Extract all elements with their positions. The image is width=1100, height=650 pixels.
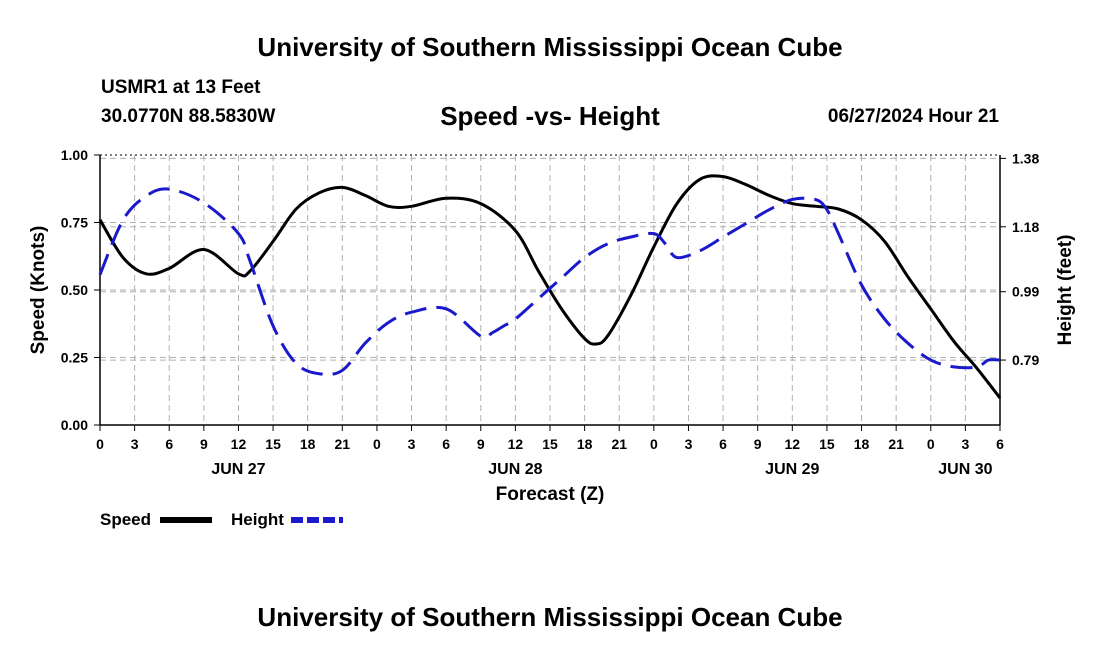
x-tick-label: 3	[961, 436, 969, 452]
y-axis-label: Speed (Knots)	[28, 226, 49, 355]
x-tick-label: 18	[300, 436, 316, 452]
x-tick-label: 0	[650, 436, 658, 452]
series-line-height	[98, 187, 1001, 377]
x-tick-label: 0	[927, 436, 935, 452]
y-tick-label: 0.50	[61, 282, 88, 298]
y-tick-label: 1.00	[61, 147, 88, 163]
series	[98, 174, 1002, 399]
x-tick-label: 6	[165, 436, 173, 452]
y2-tick-label: 0.79	[1012, 352, 1039, 368]
x-tick-label: 12	[785, 436, 801, 452]
x-tick-label: 0	[96, 436, 104, 452]
page-title: University of Southern Mississippi Ocean…	[257, 32, 843, 62]
date-label: JUN 30	[938, 461, 992, 478]
chart-title: Speed -vs- Height	[440, 101, 660, 131]
x-tick-label: 15	[542, 436, 558, 452]
x-tick-label: 9	[477, 436, 485, 452]
x-tick-label: 21	[611, 436, 627, 452]
y-tick-label: 0.00	[61, 417, 88, 433]
x-tick-label: 3	[131, 436, 139, 452]
y2-tick-label: 0.99	[1012, 284, 1039, 300]
x-tick-label: 15	[265, 436, 281, 452]
x-tick-label: 6	[442, 436, 450, 452]
grid	[100, 154, 1000, 425]
x-tick-label: 15	[819, 436, 835, 452]
x-tick-label: 21	[335, 436, 351, 452]
x-tick-label: 3	[685, 436, 693, 452]
axes	[94, 154, 1006, 431]
series-line-speed	[98, 174, 1002, 399]
axis-labels: 0 3 6 9 12 15 18 21 0 3 6 9 12 15 18 21 0 3 6 9 12 15 18 21 0 3 6J…	[28, 147, 1076, 505]
legend-label-height: Height	[231, 510, 284, 529]
y-tick-label: 0.25	[61, 350, 88, 366]
x-tick-label: 6	[996, 436, 1004, 452]
y2-axis-label: Height (feet)	[1055, 235, 1076, 346]
y-tick-label: 0.75	[61, 215, 88, 231]
legend-label-speed: Speed	[100, 510, 151, 529]
x-tick-label: 9	[200, 436, 208, 452]
x-tick-label: 0	[373, 436, 381, 452]
x-tick-label: 18	[854, 436, 870, 452]
x-tick-label: 12	[508, 436, 524, 452]
x-tick-label: 9	[754, 436, 762, 452]
y2-tick-label: 1.18	[1012, 219, 1039, 235]
footer-title: University of Southern Mississippi Ocean…	[257, 602, 843, 632]
date-label: JUN 29	[765, 461, 819, 478]
x-tick-label: 12	[231, 436, 247, 452]
date-label: JUN 28	[488, 461, 542, 478]
coordinates-label: 30.0770N 88.5830W	[101, 106, 276, 127]
station-label: USMR1 at 13 Feet	[101, 77, 261, 98]
legend: Speed Height	[100, 510, 343, 529]
y2-tick-label: 1.38	[1012, 150, 1039, 166]
date-label: JUN 27	[211, 461, 265, 478]
x-tick-label: 6	[719, 436, 727, 452]
speed-height-chart: 0 3 6 9 12 15 18 21 0 3 6 9 12 15 18 21 0 3 6 9 12 15 18 21 0 3 6J…	[28, 147, 1076, 529]
x-tick-label: 21	[888, 436, 904, 452]
datetime-label: 06/27/2024 Hour 21	[827, 106, 999, 127]
x-tick-label: 3	[408, 436, 416, 452]
x-tick-label: 18	[577, 436, 593, 452]
x-axis-label: Forecast (Z)	[496, 484, 605, 505]
